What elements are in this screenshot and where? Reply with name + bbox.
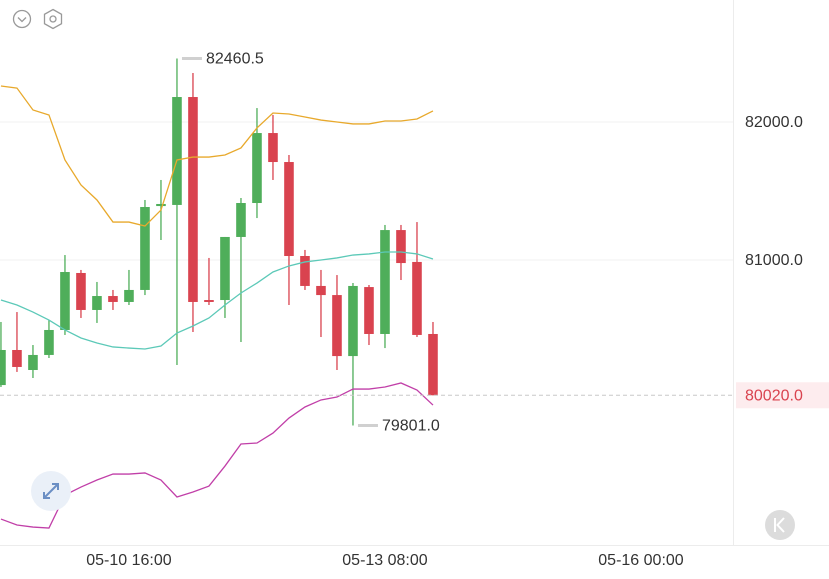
candle-body <box>300 256 310 286</box>
candle-body <box>380 230 390 334</box>
candle-body <box>284 162 294 257</box>
settings-icon[interactable] <box>43 8 63 30</box>
candle-body <box>316 285 326 296</box>
candle-body <box>0 349 6 386</box>
candle-body <box>124 289 134 302</box>
candle-body <box>204 300 214 302</box>
candle-body <box>252 133 262 204</box>
indicator-line <box>0 382 434 529</box>
x-tick-label: 05-10 16:00 <box>86 552 172 569</box>
candle-body <box>60 272 70 330</box>
y-tick-label: 82000.0 <box>745 114 803 131</box>
candle-body <box>44 329 54 355</box>
y-tick-label: 81000.0 <box>745 252 803 269</box>
last-price-label: 80020.0 <box>745 387 803 404</box>
candle-body <box>348 285 358 357</box>
collapse-icon[interactable] <box>12 9 32 29</box>
candle-body <box>140 207 150 290</box>
candle-body <box>396 230 406 264</box>
min-label: 79801.0 <box>382 418 440 435</box>
plot-area: 81000.0 82000.0 05-10 16:00 05-13 08:00 05-1… <box>0 51 829 569</box>
indicator-line <box>0 251 434 350</box>
candle-body <box>156 203 166 207</box>
candle-body <box>92 296 102 310</box>
indicator-line <box>0 85 434 227</box>
candle-body <box>364 287 374 334</box>
scroll-latest-button[interactable] <box>765 510 795 540</box>
candle-body <box>172 97 182 205</box>
candle-body <box>332 295 342 357</box>
candle-body <box>12 349 22 367</box>
candle-body <box>28 354 38 371</box>
candle-body <box>268 133 278 163</box>
candle-body <box>412 261 422 335</box>
last-price-badge <box>736 382 829 409</box>
candle-body <box>220 236 230 301</box>
x-tick-label: 05-13 08:00 <box>342 552 428 569</box>
x-tick-label: 05-16 00:00 <box>598 552 684 569</box>
candle-body <box>428 333 438 396</box>
expand-button[interactable] <box>31 471 71 511</box>
max-label: 82460.5 <box>206 51 264 68</box>
candle-body <box>236 203 246 237</box>
candle-body <box>108 296 118 302</box>
candle-body <box>76 272 86 310</box>
candle-body <box>188 97 198 302</box>
